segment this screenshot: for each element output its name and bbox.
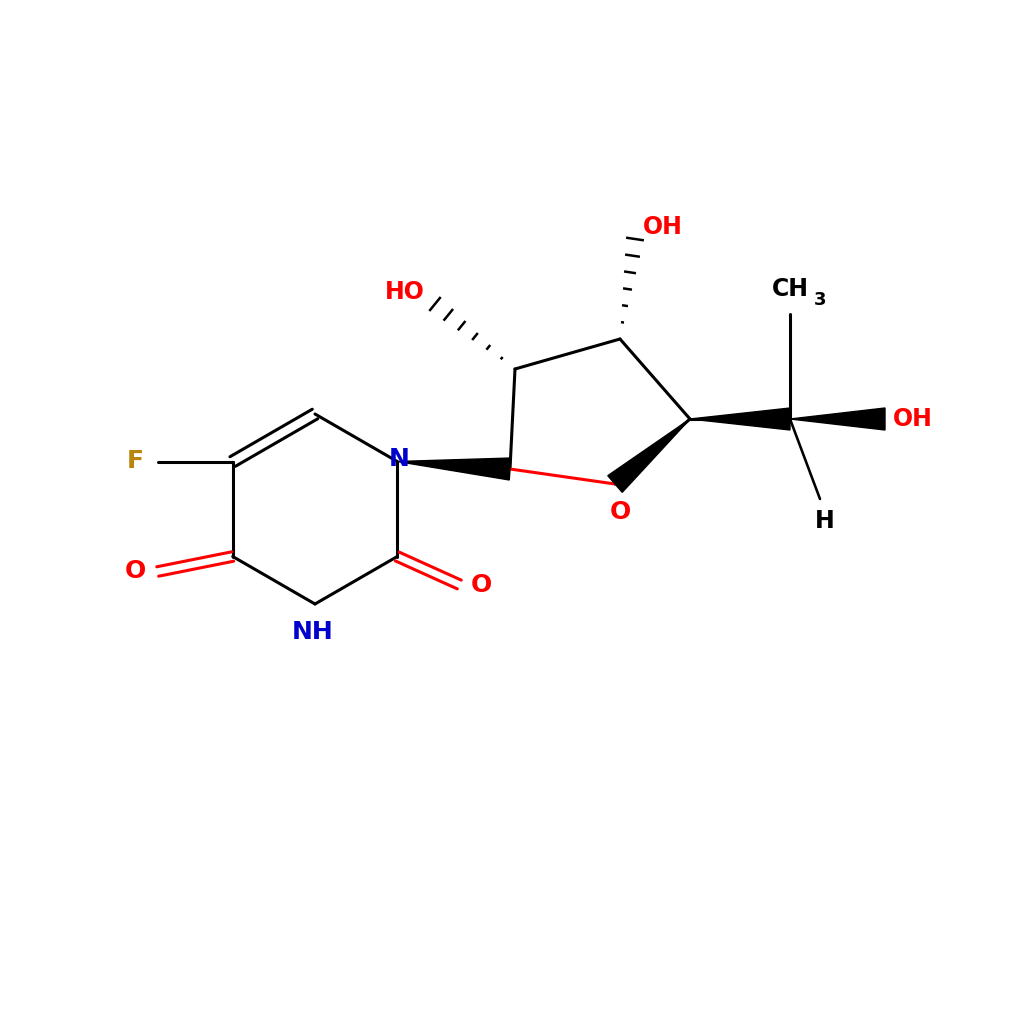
Polygon shape (790, 408, 885, 430)
Text: OH: OH (643, 215, 683, 239)
Polygon shape (608, 419, 690, 493)
Text: NH: NH (292, 620, 334, 644)
Polygon shape (397, 458, 511, 480)
Polygon shape (690, 408, 790, 430)
Text: O: O (609, 500, 631, 524)
Text: O: O (471, 572, 492, 597)
Text: H: H (815, 509, 835, 534)
Text: N: N (389, 447, 410, 471)
Text: HO: HO (385, 280, 425, 304)
Text: CH: CH (771, 278, 809, 301)
Text: O: O (125, 559, 146, 584)
Text: F: F (127, 450, 144, 473)
Text: 3: 3 (814, 291, 826, 309)
Text: OH: OH (893, 407, 933, 431)
